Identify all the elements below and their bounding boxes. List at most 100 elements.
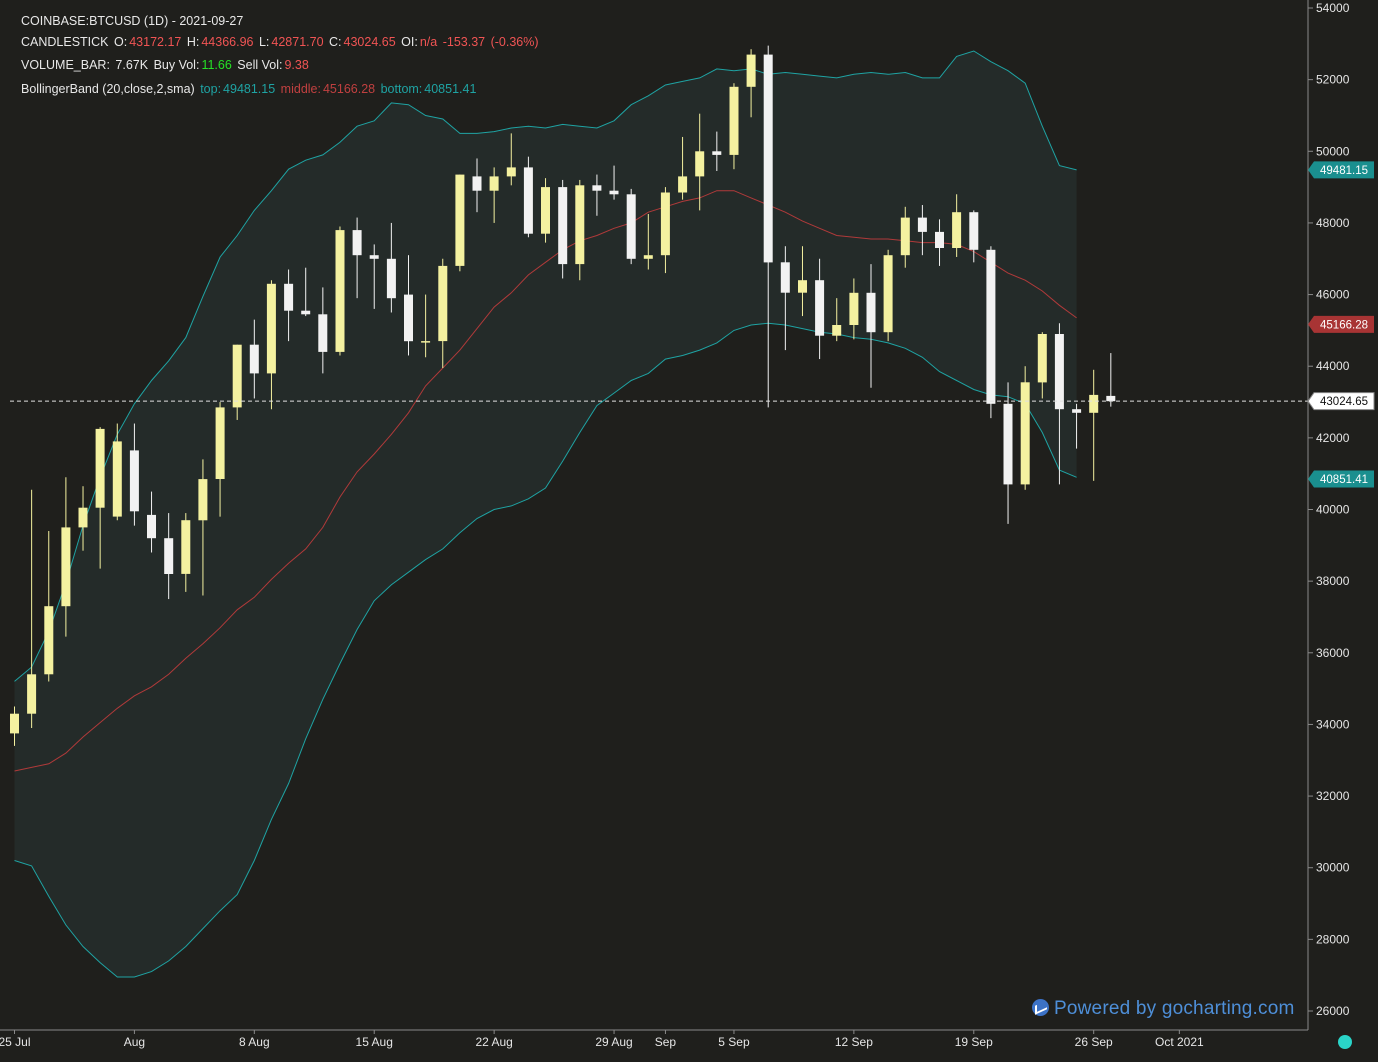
bollinger-middle-line: [14, 190, 1077, 772]
candle-body: [609, 190, 619, 195]
candle-body: [1106, 395, 1116, 402]
candle-body: [986, 249, 996, 404]
bollinger-band-fill: [14, 51, 1077, 977]
candle-body: [1089, 394, 1099, 413]
candle-body: [369, 255, 379, 259]
close-value: 43024.65: [343, 35, 396, 49]
candle-body: [386, 258, 396, 299]
bollinger-legend: BollingerBand (20,close,2,sma) top: 49481…: [21, 82, 478, 96]
candle-body: [489, 176, 499, 191]
buy-vol-value: 11.66: [201, 58, 232, 72]
open-label: O:: [114, 35, 128, 49]
oi-label: OI:: [401, 35, 418, 49]
bb-bot-label: bottom:: [380, 82, 423, 96]
candle-body: [643, 255, 653, 259]
candle-body: [147, 514, 156, 539]
candle-body: [266, 283, 276, 374]
candle-body: [866, 292, 876, 333]
candle-body: [1020, 382, 1030, 485]
candle-body: [95, 428, 105, 508]
bollinger-bottom-line: [14, 322, 1077, 978]
volume-value: 7.67K: [115, 58, 149, 72]
candle-body: [780, 262, 790, 293]
candle-body: [695, 151, 705, 177]
x-tick-label: 8 Aug: [239, 1035, 270, 1049]
price-tag-label: 49481.15: [1320, 165, 1368, 177]
powered-text: Powered by gocharting.com: [1054, 998, 1295, 1019]
x-tick-label: 26 Sep: [1075, 1035, 1113, 1049]
x-tick-label: Oct 2021: [1155, 1035, 1204, 1049]
candle-body: [523, 167, 533, 234]
y-tick-label: 38000: [1316, 574, 1350, 588]
x-tick-label: 15 Aug: [356, 1035, 393, 1049]
candle-body: [1072, 409, 1082, 413]
candle-body: [335, 230, 345, 352]
x-tick-label: 22 Aug: [475, 1035, 512, 1049]
sell-vol-label: Sell Vol:: [237, 58, 283, 72]
candle-label: CANDLESTICK: [21, 35, 109, 49]
candle-body: [798, 280, 807, 293]
x-tick-label: 25 Jul: [0, 1035, 31, 1049]
candle-body: [232, 344, 242, 408]
candle-body: [215, 407, 225, 479]
candle-body: [318, 314, 328, 352]
x-tick-label: 29 Aug: [595, 1035, 632, 1049]
candle-body: [626, 194, 636, 259]
bb-mid-label: middle:: [280, 82, 321, 96]
candle-body: [763, 54, 773, 263]
candle-body: [112, 441, 122, 517]
low-label: L:: [258, 35, 270, 49]
candle-body: [558, 187, 568, 265]
candle-body: [44, 606, 54, 675]
chart-trend-icon: [1032, 999, 1049, 1016]
open-value: 43172.17: [129, 35, 182, 49]
y-tick-label: 46000: [1316, 288, 1350, 302]
y-tick-label: 44000: [1316, 359, 1350, 373]
candle-body: [1037, 334, 1047, 383]
y-tick-label: 26000: [1316, 1004, 1350, 1018]
candle-body: [129, 450, 139, 512]
candle-body: [421, 341, 431, 343]
symbol-label: COINBASE:BTCUSD (1D) - 2021-09-27: [21, 14, 244, 28]
status-indicator[interactable]: [1338, 1035, 1352, 1049]
price-tag: [1308, 315, 1374, 333]
powered-by-link[interactable]: Powered by gocharting.com: [1032, 998, 1295, 1020]
y-tick-label: 28000: [1316, 932, 1350, 946]
candle-body: [78, 507, 88, 528]
candle-body: [455, 174, 465, 266]
candle-body: [952, 212, 962, 248]
bb-label: BollingerBand (20,close,2,sma): [21, 82, 195, 96]
bb-bot-value: 40851.41: [424, 82, 477, 96]
candle-body: [969, 212, 979, 250]
y-tick-label: 54000: [1316, 1, 1350, 15]
price-tag-label: 45166.28: [1320, 319, 1368, 331]
y-tick-label: 30000: [1316, 861, 1350, 875]
x-tick-label: 12 Sep: [835, 1035, 873, 1049]
price-tag-label: 40851.41: [1320, 474, 1368, 486]
y-tick-label: 40000: [1316, 503, 1350, 517]
candle-body: [472, 176, 482, 191]
candle-body: [746, 54, 756, 87]
y-tick-label: 50000: [1316, 144, 1350, 158]
bollinger-top-line: [14, 50, 1077, 682]
oi-value: n/a: [419, 35, 438, 49]
price-tag: [1308, 470, 1374, 488]
y-tick-label: 36000: [1316, 646, 1350, 660]
candle-body: [1003, 403, 1013, 485]
candle-body: [729, 86, 739, 155]
x-tick-label: Sep: [655, 1035, 677, 1049]
candle-body: [404, 294, 413, 342]
x-tick-label: 19 Sep: [955, 1035, 993, 1049]
candle-body: [10, 713, 19, 734]
candle-body: [883, 255, 893, 333]
candle-body: [249, 344, 259, 374]
candle-body: [61, 527, 71, 607]
y-tick-label: 52000: [1316, 73, 1350, 87]
candle-body: [917, 217, 927, 232]
y-tick-label: 32000: [1316, 789, 1350, 803]
candle-body: [575, 185, 585, 265]
candle-body: [438, 265, 448, 342]
close-label: C:: [329, 35, 342, 49]
candle-body: [164, 538, 174, 574]
